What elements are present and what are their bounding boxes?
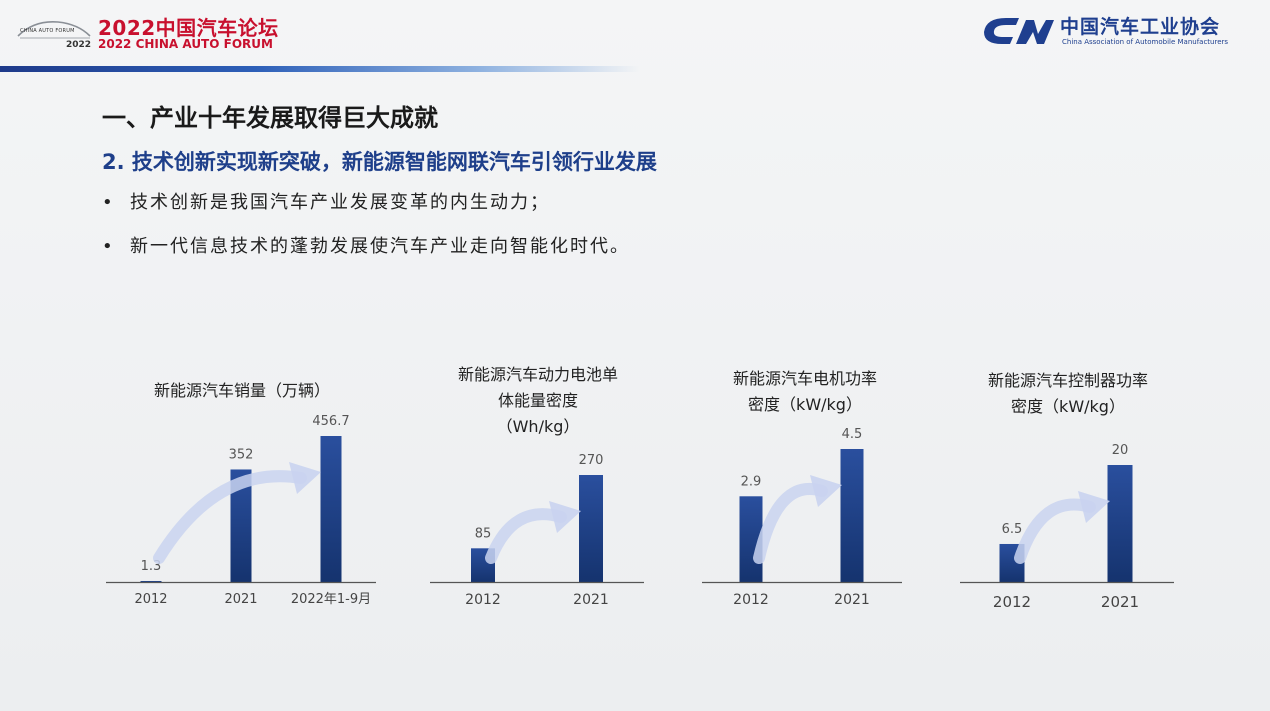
growth-arrow-head-icon (289, 462, 321, 494)
x-tick-label: 2021 (224, 592, 257, 607)
chart-title: 新能源汽车销量（万辆） (112, 378, 372, 404)
bar-value-label: 6.5 (1002, 522, 1023, 537)
bullet-dot-icon: • (102, 192, 113, 213)
x-tick-label: 2021 (1101, 593, 1139, 611)
chart-title: 新能源汽车动力电池单 体能量密度 （Wh/kg） (428, 362, 648, 440)
forum-title-en: 2022 CHINA AUTO FORUM (98, 37, 273, 51)
chart-bar (320, 436, 342, 582)
bullet-item: • 技术创新是我国汽车产业发展变革的内生动力； (102, 188, 550, 214)
x-tick-label: 2012 (134, 592, 167, 607)
bar-value-label: 20 (1112, 443, 1129, 458)
chart-title-line: 体能量密度 (497, 391, 578, 410)
x-tick-label: 2012 (993, 593, 1031, 611)
bullet-dot-icon: • (102, 236, 113, 257)
bar-value-label: 2.9 (741, 474, 762, 489)
chart-title-line: 新能源汽车销量（万辆） (153, 381, 330, 400)
caam-name-en: China Association of Automobile Manufact… (1062, 38, 1229, 46)
header-divider (0, 66, 640, 72)
growth-arrow (753, 483, 828, 564)
section-title: 一、产业十年发展取得巨大成就 (102, 104, 438, 132)
bullet-item: • 新一代信息技术的蓬勃发展使汽车产业走向智能化时代。 (102, 232, 630, 258)
caam-name-cn: 中国汽车工业协会 (1060, 16, 1221, 38)
bar-value-label: 4.5 (842, 427, 863, 442)
chart-title-line: （Wh/kg） (496, 417, 580, 436)
forum-logo-year: 2022 (66, 40, 92, 50)
x-tick-label: 2021 (573, 592, 609, 608)
growth-arrow-head-icon (1078, 491, 1110, 523)
chart-bar (230, 469, 252, 582)
car-outline-icon (17, 20, 91, 39)
x-tick-label: 2022年1-9月 (291, 592, 371, 607)
bar-value-label: 352 (229, 447, 254, 462)
chart-title-line: 密度（kW/kg） (1011, 397, 1125, 416)
chart-title-line: 新能源汽车电机功率 (732, 369, 877, 388)
chart-title-line: 密度（kW/kg） (748, 395, 862, 414)
chart-title-line: 新能源汽车控制器功率 (987, 371, 1148, 390)
chart-bar (140, 581, 162, 582)
forum-logo-text: CHINA AUTO FORUM (20, 28, 75, 34)
forum-title-cn: 2022中国汽车论坛 (98, 16, 279, 40)
bar-value-label: 270 (579, 453, 604, 468)
bullet-text: 技术创新是我国汽车产业发展变革的内生动力； (130, 192, 550, 213)
growth-arrow (485, 508, 567, 564)
chart-title: 新能源汽车控制器功率 密度（kW/kg） (958, 368, 1178, 420)
x-tick-label: 2021 (834, 592, 870, 608)
x-tick-label: 2012 (465, 592, 501, 608)
growth-arrow-head-icon (810, 475, 842, 507)
growth-arrow (1014, 498, 1096, 564)
bullet-text: 新一代信息技术的蓬勃发展使汽车产业走向智能化时代。 (130, 236, 630, 257)
growth-arrow (153, 470, 307, 564)
x-tick-label: 2012 (733, 592, 769, 608)
forum-logo: CHINA AUTO FORUM 2022 (14, 14, 94, 54)
chart-title-line: 新能源汽车动力电池单 (457, 365, 618, 384)
chart-bar (1107, 465, 1133, 582)
chart-bar (579, 475, 603, 582)
growth-arrow-head-icon (549, 501, 581, 533)
chart-bar (840, 449, 864, 582)
subtitle: 2. 技术创新实现新突破，新能源智能网联汽车引领行业发展 (102, 150, 657, 174)
caam-logo-icon (984, 18, 1054, 44)
bar-value-label: 456.7 (312, 414, 349, 429)
chart-title: 新能源汽车电机功率 密度（kW/kg） (700, 366, 910, 418)
bar-value-label: 85 (475, 526, 492, 541)
